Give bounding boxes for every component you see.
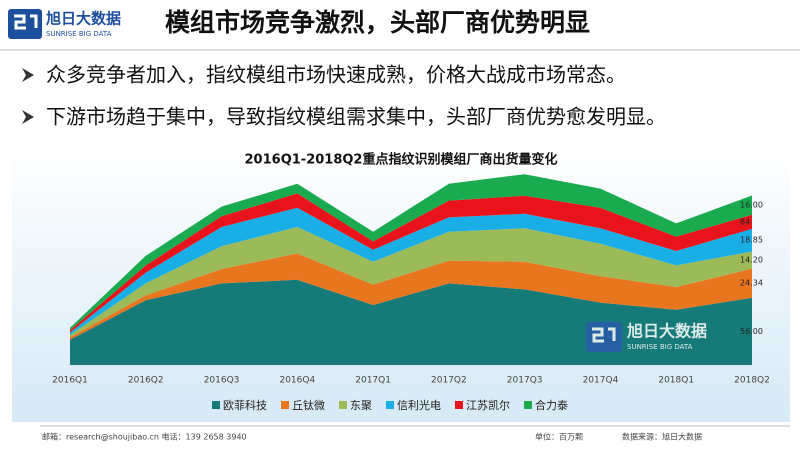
bullet-icon [22,110,34,124]
legend-label: 江苏凯尔 [466,399,510,412]
bullet-text: 下游市场趋于集中，导致指纹模组需求集中，头部厂商优势愈发明显。 [46,105,666,129]
data-label: 84 [740,217,750,226]
x-tick-label: 2016Q1 [52,376,88,386]
legend-label: 欧菲科技 [223,398,267,412]
area [70,227,752,338]
data-label: 14.20 [740,256,763,265]
area [70,207,752,335]
data-label: 56.00 [740,327,763,336]
footer-contact: 邮箱：research@shoujibao.cn 电话：139 2658 394… [42,432,247,442]
watermark-subtext: SUNRISE BIG DATA [627,343,693,351]
logo-text: 旭日大数据 [45,10,121,28]
legend-swatch [386,401,394,409]
footer-source: 数据来源：旭日大数据 [622,432,702,442]
plot: 56.00 24.34 14.20 18.85 84 16.00 2016Q1 2016Q2 2… [52,174,770,386]
data-label: 18.85 [740,236,763,245]
x-tick-label: 2017Q3 [507,376,543,386]
slide-title: 模组市场竞争激烈，头部厂商优势明显 [165,8,590,37]
footer-unit: 单位：百万颗 [535,432,583,442]
legend-swatch [281,401,289,409]
legend-label: 东聚 [350,399,372,412]
chart-title: 2016Q1-2018Q2重点指纹识别模组厂商出货量变化 [245,152,558,168]
x-tick-label: 2016Q2 [128,376,164,386]
legend-swatch [524,401,532,409]
data-label: 24.34 [740,279,763,288]
logo-subtext: SUNRISE BIG DATA [46,30,112,38]
legend: 欧菲科技 丘钛微 东聚 信利光电 江苏凯尔 合力泰 [212,398,568,412]
watermark-text: 旭日大数据 [626,322,707,341]
area [70,193,752,333]
x-tick-label: 2018Q2 [734,376,770,386]
x-tick-label: 2017Q1 [355,376,391,386]
bullet-icon [22,68,34,82]
legend-swatch [212,401,220,409]
area [70,253,752,340]
legend-label: 信利光电 [397,398,441,412]
legend-swatch [455,401,463,409]
legend-label: 丘钛微 [292,398,325,412]
watermark: 旭日大数据 SUNRISE BIG DATA [586,322,707,352]
data-label: 16.00 [740,201,763,210]
x-tick-label: 2016Q4 [279,376,315,386]
x-tick-label: 2018Q1 [658,376,694,386]
x-tick-label: 2017Q2 [431,376,467,386]
legend-swatch [339,401,347,409]
legend-label: 合力泰 [535,398,568,412]
logo: 旭日大数据 SUNRISE BIG DATA [8,9,121,39]
x-tick-label: 2016Q3 [204,376,240,386]
bullet-text: 众多竞争者加入，指纹模组市场快速成熟，价格大战成市场常态。 [46,63,626,87]
x-tick-label: 2017Q4 [583,376,619,386]
area [70,279,752,365]
